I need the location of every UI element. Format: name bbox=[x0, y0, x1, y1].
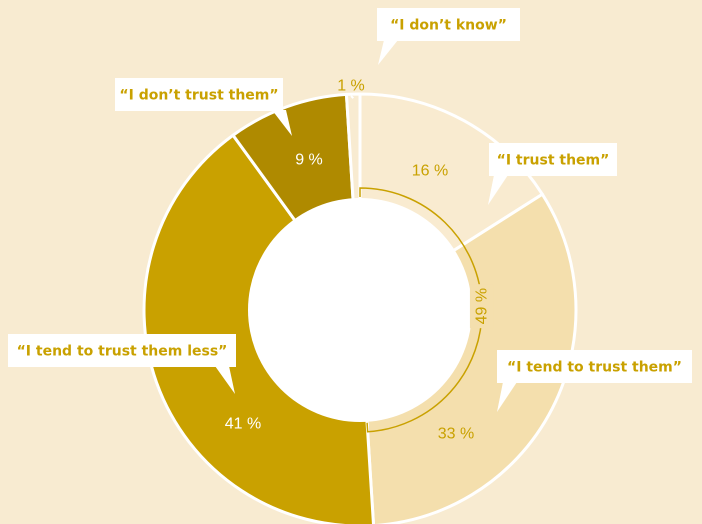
callout-label: “I trust them” bbox=[497, 153, 610, 169]
donut-hole bbox=[248, 198, 472, 422]
callout-pointer bbox=[378, 40, 398, 65]
callout-i-tend-to-trust-them: “I tend to trust them” bbox=[497, 350, 692, 412]
callout-box bbox=[115, 78, 283, 111]
callout-box bbox=[377, 8, 520, 41]
value-label-i-tend-to-trust-them: 33 % bbox=[438, 426, 474, 443]
callout-pointer bbox=[215, 366, 235, 394]
callout-i-don-t-trust-them: “I don’t trust them” bbox=[115, 78, 292, 136]
callout-label: “I tend to trust them” bbox=[507, 360, 682, 376]
callout-i-tend-to-trust-them-less: “I tend to trust them less” bbox=[8, 334, 236, 394]
bracket-group: 49 % bbox=[359, 187, 494, 433]
bracket-label: 49 % bbox=[473, 288, 490, 324]
callout-pointer bbox=[488, 175, 508, 205]
callout-label: “I tend to trust them less” bbox=[17, 344, 228, 360]
callout-i-trust-them: “I trust them” bbox=[488, 143, 617, 205]
callout-box bbox=[497, 350, 692, 383]
callout-box bbox=[489, 143, 617, 176]
callout-pointer bbox=[272, 110, 292, 136]
callout-label: “I don’t trust them” bbox=[119, 88, 278, 104]
value-label-i-don-t-trust-them: 9 % bbox=[295, 152, 323, 169]
callout-label: “I don’t know” bbox=[390, 18, 507, 34]
bracket-label-bg bbox=[469, 284, 494, 329]
callout-pointer bbox=[497, 382, 517, 412]
callouts-group: “I trust them” “I tend to trust them” “I t… bbox=[8, 8, 692, 412]
value-labels-group: 16 % 33 % 41 % 9 % 1 % bbox=[225, 78, 474, 443]
value-label-i-tend-to-trust-them-less: 41 % bbox=[225, 416, 261, 433]
callout-box bbox=[8, 334, 236, 367]
callout-i-don-t-know: “I don’t know” bbox=[377, 8, 520, 65]
leader-line-dont-know bbox=[350, 95, 355, 99]
value-label-i-don-t-know: 1 % bbox=[337, 78, 365, 95]
value-label-i-trust-them: 16 % bbox=[412, 163, 448, 180]
